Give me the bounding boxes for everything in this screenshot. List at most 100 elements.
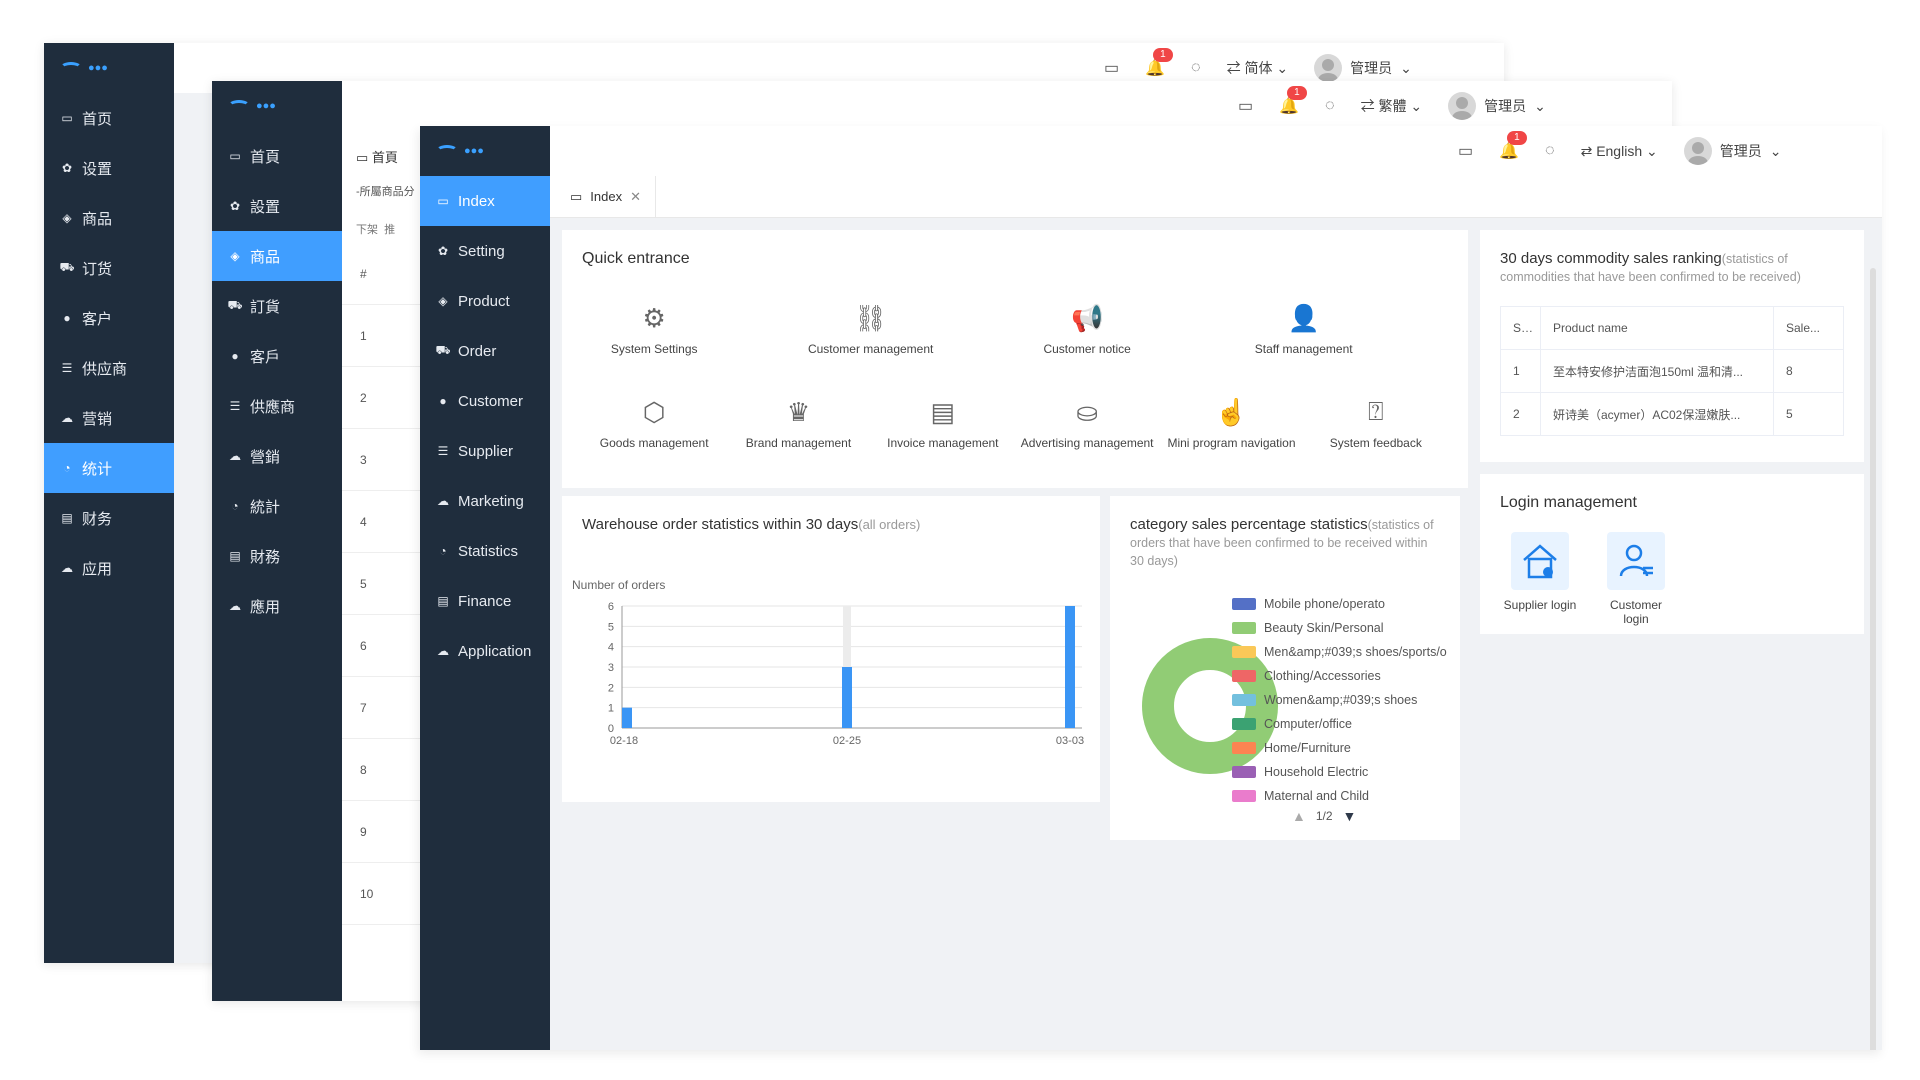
page-indicator: 1/2 xyxy=(1315,809,1333,823)
quick-entrance-item[interactable]: ☝ Mini program navigation xyxy=(1159,394,1303,451)
sidebar-item[interactable]: ☁ Marketing xyxy=(420,476,550,526)
sidebar-item[interactable]: ▭ 首页 xyxy=(44,93,174,143)
table-row[interactable]: 5 xyxy=(342,553,421,615)
legend-label: Home/Furniture xyxy=(1264,741,1351,755)
quick-entrance-item[interactable]: ▤ Invoice management xyxy=(871,394,1015,451)
language-switch[interactable]: ⇄ 繁體 ⌄ xyxy=(1360,98,1423,114)
sidebar-item[interactable]: ☁ 应用 xyxy=(44,543,174,593)
refresh-icon[interactable]: ◌ xyxy=(1325,97,1335,114)
sidebar-item[interactable]: ▤ 財務 xyxy=(212,531,342,581)
sidebar-item[interactable]: ☰ Supplier xyxy=(420,426,550,476)
sidebar-item[interactable]: ▭ 首頁 xyxy=(212,131,342,181)
quick-entrance-item[interactable]: ⛀ Advertising management xyxy=(1015,394,1159,451)
legend-item[interactable]: Beauty Skin/Personal xyxy=(1232,616,1447,640)
tab-index[interactable]: ▭ 首頁 xyxy=(356,150,398,165)
table-row[interactable]: 4 xyxy=(342,491,421,553)
sidebar-item[interactable]: ● Customer xyxy=(420,376,550,426)
supplier-login[interactable]: Supplier login xyxy=(1500,532,1580,626)
crown-icon: ♛ xyxy=(786,396,811,427)
sidebar-item[interactable]: ▤ 财务 xyxy=(44,493,174,543)
close-icon[interactable]: ✕ xyxy=(630,188,642,204)
quick-entrance-item[interactable]: ♛ Brand management xyxy=(726,394,870,451)
table-row[interactable]: 6 xyxy=(342,615,421,677)
table-row[interactable]: 10 xyxy=(342,863,421,925)
sidebar-item[interactable]: ☰ 供应商 xyxy=(44,343,174,393)
sidebar-item[interactable]: ◈ 商品 xyxy=(212,231,342,281)
sidebar-item-label: 供應商 xyxy=(250,398,296,416)
table-row[interactable]: 1 xyxy=(342,305,421,367)
monitor-icon[interactable]: ▭ xyxy=(1458,143,1474,160)
sidebar-item-label: 客户 xyxy=(82,310,113,328)
sidebar-item[interactable]: ◔ 统计 xyxy=(44,443,174,493)
tab-index[interactable]: ▭ Index ✕ xyxy=(570,175,657,218)
cloud-icon: ☁ xyxy=(437,644,449,658)
sidebar-item[interactable]: ◈ Product xyxy=(420,276,550,326)
quick-entrance-item[interactable]: 👤 Staff management xyxy=(1159,300,1448,357)
legend-item[interactable]: Men&amp;#039;s shoes/sports/o xyxy=(1232,640,1447,664)
legend-item[interactable]: Household Electric xyxy=(1232,760,1447,784)
cloud-icon: ☁ xyxy=(61,561,73,575)
up-arrow-icon[interactable]: ▲ xyxy=(1292,808,1306,824)
scrollbar[interactable] xyxy=(1870,268,1876,1050)
user-menu[interactable]: 管理员 ⌄ xyxy=(1314,54,1412,82)
legend-item[interactable]: Home/Furniture xyxy=(1232,736,1447,760)
sidebar-item[interactable]: ◈ 商品 xyxy=(44,193,174,243)
sidebar-item[interactable]: ✿ 设置 xyxy=(44,143,174,193)
legend-item[interactable]: Clothing/Accessories xyxy=(1232,664,1447,688)
user-menu[interactable]: 管理员 ⌄ xyxy=(1448,92,1546,120)
sidebar-item[interactable]: ▭ Index xyxy=(420,176,550,226)
sidebar-item[interactable]: ☁ 營銷 xyxy=(212,431,342,481)
pie-slice[interactable] xyxy=(1142,638,1278,774)
user-menu[interactable]: 管理员 ⌄ xyxy=(1683,137,1781,165)
col-header[interactable]: Product name xyxy=(1540,306,1774,350)
language-switch[interactable]: ⇄ 简体 ⌄ xyxy=(1226,60,1289,76)
sidebar-item[interactable]: ☁ 营销 xyxy=(44,393,174,443)
customer-login[interactable]: Customer login xyxy=(1596,532,1676,626)
quick-entrance-item[interactable]: ⬡ Goods management xyxy=(582,394,726,451)
sidebar-item[interactable]: ⛟ 订货 xyxy=(44,243,174,293)
sidebar-item[interactable]: ⛟ Order xyxy=(420,326,550,376)
sidebar-item[interactable]: ✿ 設置 xyxy=(212,181,342,231)
sidebar-item[interactable]: ● 客戶 xyxy=(212,331,342,381)
quick-entrance-item[interactable]: ⍰ System feedback xyxy=(1304,394,1448,450)
table-row[interactable]: 1 至本特安修护洁面泡150ml 温和清... 8 xyxy=(1500,349,1844,393)
table-row[interactable]: 3 xyxy=(342,429,421,491)
language-switch[interactable]: ⇄ English ⌄ xyxy=(1580,142,1658,159)
sidebar-item[interactable]: ⛟ 訂貨 xyxy=(212,281,342,331)
bell-icon[interactable]: 🔔 1 xyxy=(1279,86,1307,116)
refresh-icon[interactable]: ◌ xyxy=(1191,59,1201,76)
table-row[interactable]: 2 妍诗美（acymer）AC02保湿嫩肤... 5 xyxy=(1500,392,1844,436)
monitor-icon[interactable]: ▭ xyxy=(1238,98,1254,115)
quick-entrance-item[interactable]: ⚙ System Settings xyxy=(582,300,726,357)
table-row[interactable]: 9 xyxy=(342,801,421,863)
table-row[interactable]: 2 xyxy=(342,367,421,429)
sidebar-item[interactable]: ☁ 應用 xyxy=(212,581,342,631)
sidebar-item[interactable]: ● 客户 xyxy=(44,293,174,343)
bell-icon[interactable]: 🔔 1 xyxy=(1145,48,1173,78)
sidebar-item[interactable]: ☰ 供應商 xyxy=(212,381,342,431)
quick-entrance-item[interactable]: 📢 Customer notice xyxy=(1015,300,1159,357)
sidebar-item[interactable]: ✿ Setting xyxy=(420,226,550,276)
sidebar-item[interactable]: ◔ Statistics xyxy=(420,526,550,576)
table-row[interactable]: 8 xyxy=(342,739,421,801)
legend-item[interactable]: Maternal and Child xyxy=(1232,784,1447,808)
monitor-icon[interactable]: ▭ xyxy=(1104,60,1120,77)
refresh-icon[interactable]: ◌ xyxy=(1545,142,1555,159)
col-header[interactable]: Sale... xyxy=(1773,306,1844,350)
category-filter[interactable]: -所屬商品分 xyxy=(356,186,415,198)
legend-item[interactable]: Mobile phone/operato xyxy=(1232,592,1447,616)
quick-entrance-item[interactable]: ⛓ Customer management xyxy=(726,300,1015,357)
table-row[interactable]: 7 xyxy=(342,677,421,739)
down-arrow-icon[interactable]: ▼ xyxy=(1342,808,1357,824)
sidebar-item[interactable]: ▤ Finance xyxy=(420,576,550,626)
sidebar-item[interactable]: ☁ Application xyxy=(420,626,550,676)
ad-icon: ⛀ xyxy=(1076,396,1099,427)
col-header[interactable]: Seri... xyxy=(1500,306,1541,350)
login-management-card: Login management Supplier login Customer… xyxy=(1480,474,1864,634)
legend-item[interactable]: Computer/office xyxy=(1232,712,1447,736)
bell-icon[interactable]: 🔔 1 xyxy=(1499,131,1527,161)
legend-item[interactable]: Women&amp;#039;s shoes xyxy=(1232,688,1447,712)
sidebar-item[interactable]: ◔ 統計 xyxy=(212,481,342,531)
sub-tabs[interactable]: 下架 推 xyxy=(356,224,396,236)
table-row[interactable]: # xyxy=(342,243,421,305)
